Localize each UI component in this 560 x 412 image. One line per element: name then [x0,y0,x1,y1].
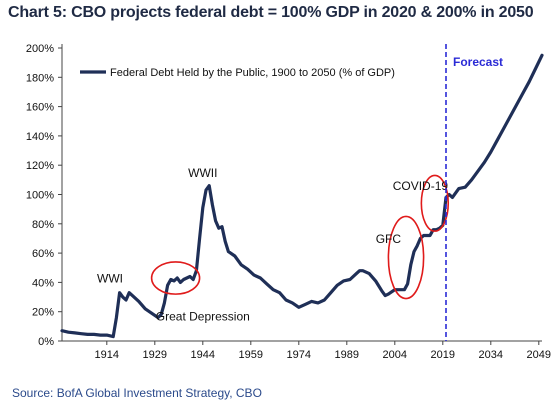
y-tick-label: 100% [26,190,54,202]
annotation-label: Great Depression [156,309,250,323]
x-tick-label: 2004 [383,349,407,361]
annotations: WWI WWII Great Depression GFC COVID-19 [97,166,450,323]
x-tick-label: 2019 [431,349,455,361]
legend: Federal Debt Held by the Public, 1900 to… [80,67,395,79]
x-tick-label: 1929 [143,349,167,361]
y-tick-label: 200% [26,43,54,55]
y-tick-label: 140% [26,131,54,143]
legend-label: Federal Debt Held by the Public, 1900 to… [110,67,395,79]
x-tick-label: 1944 [191,349,215,361]
x-tick-label: 2034 [479,349,503,361]
annotation-label: WWII [188,166,217,180]
y-tick-label: 60% [32,248,54,260]
forecast-label: Forecast [453,55,503,69]
tick-labels: 0% 20% 40% 60% 80% 100% 120% 140% 160% 180% 200% 19… [26,43,551,361]
axes [58,44,542,345]
x-tick-label: 1914 [95,349,119,361]
source-note: Source: BofA Global Investment Strategy,… [12,386,262,400]
annotation-label: COVID-19 [393,179,449,193]
y-tick-label: 80% [32,219,54,231]
series-layer [60,53,544,339]
highlight-circle-1 [387,215,425,300]
x-tick-label: 1959 [239,349,263,361]
highlight-circle-2 [420,174,450,232]
annotation-label: GFC [376,232,402,246]
y-tick-label: 120% [26,160,54,172]
y-tick-label: 40% [32,277,54,289]
forecast-marker: Forecast [445,44,503,341]
chart-title: Chart 5: CBO projects federal debt = 100… [8,4,534,21]
annotation-label: WWI [97,271,123,285]
y-tick-label: 0% [38,336,54,348]
x-tick-label: 1989 [335,349,359,361]
y-tick-label: 20% [32,307,54,319]
x-tick-label: 2049 [527,349,551,361]
highlight-circle-0 [150,261,201,295]
y-tick-label: 160% [26,102,54,114]
x-tick-label: 1974 [287,349,311,361]
series-line-0 [60,53,544,339]
y-tick-label: 180% [26,72,54,84]
